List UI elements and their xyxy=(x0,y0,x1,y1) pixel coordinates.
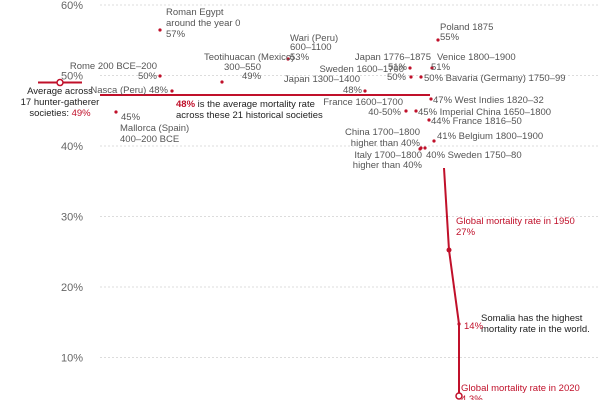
hunter-gatherer-label-1: Average across xyxy=(27,86,93,97)
society-label: Venice 1800–1900 xyxy=(437,52,516,63)
society-label: 50% xyxy=(387,72,407,83)
society-label: 45% xyxy=(121,112,141,123)
society-label: around the year 0 xyxy=(166,18,240,29)
global-2020-label: Global mortality rate in 2020 xyxy=(461,383,580,394)
society-point xyxy=(414,109,418,113)
society-label: Mallorca (Spain) xyxy=(120,123,189,134)
society-point xyxy=(419,75,423,79)
somalia-point xyxy=(457,322,461,326)
society-label: 55% xyxy=(440,32,460,43)
society-label: 400–200 BCE xyxy=(120,134,179,145)
society-point xyxy=(429,97,433,101)
historical-average-label-1: 48% is the average mortality rate xyxy=(176,99,315,110)
society-label: 40% Sweden 1750–80 xyxy=(426,150,522,161)
global-2020-value: 4.3% xyxy=(461,394,483,400)
somalia-value: 14% xyxy=(464,321,484,332)
society-label: 48% xyxy=(343,85,363,96)
society-label: higher than 40% xyxy=(353,160,423,171)
y-axis-ticks: 10% 20% 30% 40% 50% 60% xyxy=(61,0,83,365)
global-1950-point xyxy=(446,247,452,253)
society-point xyxy=(158,74,162,78)
society-label: Sweden 1600–1700 xyxy=(319,64,404,75)
society-point xyxy=(430,66,434,70)
hunter-gatherer-label-3: societies: 49% xyxy=(29,108,91,119)
society-label: 45% Imperial China 1650–1800 xyxy=(418,107,551,118)
society-label: Roman Egypt xyxy=(166,7,224,18)
y-tick-50: 50% xyxy=(61,71,83,83)
y-tick-10: 10% xyxy=(61,353,83,365)
y-tick-20: 20% xyxy=(61,282,83,294)
society-point xyxy=(286,57,290,61)
hunter-gatherer-point xyxy=(56,78,64,87)
society-point xyxy=(423,146,427,150)
society-label: 300–550 xyxy=(224,62,261,73)
gridlines xyxy=(100,4,600,358)
society-point xyxy=(220,80,224,84)
society-point xyxy=(170,89,174,93)
society-point xyxy=(432,139,436,143)
y-tick-60: 60% xyxy=(61,0,83,12)
society-label: 47% West Indies 1820–32 xyxy=(433,95,544,106)
society-label: 41% Belgium 1800–1900 xyxy=(437,131,543,142)
y-tick-30: 30% xyxy=(61,212,83,224)
society-point xyxy=(158,28,162,32)
society-label: 50% Bavaria (Germany) 1750–99 xyxy=(424,73,566,84)
society-point xyxy=(418,147,422,151)
society-label: Italy 1700–1800 xyxy=(354,150,422,161)
global-1950-label: Global mortality rate in 1950 xyxy=(456,216,575,227)
society-point xyxy=(408,66,412,70)
society-point xyxy=(404,109,408,113)
y-tick-40: 40% xyxy=(61,141,83,153)
society-label: Nasca (Peru) 48% xyxy=(90,85,168,96)
global-mortality-line xyxy=(443,167,460,396)
society-label: 600–1100 xyxy=(290,42,332,53)
society-point xyxy=(436,38,440,42)
society-point xyxy=(363,89,367,93)
historical-average-text-1: is the average mortality rate xyxy=(195,99,315,110)
hunter-gatherer-label-2: 17 hunter-gatherer xyxy=(21,97,100,108)
society-point xyxy=(114,110,118,114)
society-label: 44% France 1816–50 xyxy=(431,116,522,127)
society-label: Japan 1776–1875 xyxy=(355,52,431,63)
society-label: 50% xyxy=(138,71,158,82)
global-1950-value: 27% xyxy=(456,227,476,238)
society-label: Rome 200 BCE–200 xyxy=(70,61,157,72)
historical-average-value: 48% xyxy=(176,99,196,110)
hunter-gatherer-value: 49% xyxy=(72,108,92,119)
society-label: 40-50% xyxy=(368,107,401,118)
society-label: 53% xyxy=(290,52,310,63)
society-label: 51% xyxy=(388,62,408,73)
historical-average-label-2: across these 21 historical societies xyxy=(176,110,323,121)
society-label: Japan 1300–1400 xyxy=(284,74,360,85)
society-label: 51% xyxy=(431,62,451,73)
society-label: higher than 40% xyxy=(351,138,421,149)
society-label: Teotihuacan (Mexico) xyxy=(204,52,294,63)
society-label: Poland 1875 xyxy=(440,22,493,33)
society-label: Wari (Peru) xyxy=(290,33,338,44)
society-label: China 1700–1800 xyxy=(345,127,420,138)
society-point xyxy=(409,75,413,79)
society-label: 49% xyxy=(242,71,262,82)
somalia-label-2: mortality rate in the world. xyxy=(481,324,590,335)
points xyxy=(56,28,463,400)
society-label: France 1600–1700 xyxy=(323,97,403,108)
somalia-label-1: Somalia has the highest xyxy=(481,313,583,324)
society-label: 57% xyxy=(166,29,186,40)
society-point xyxy=(427,118,431,122)
global-2020-point xyxy=(455,392,463,400)
